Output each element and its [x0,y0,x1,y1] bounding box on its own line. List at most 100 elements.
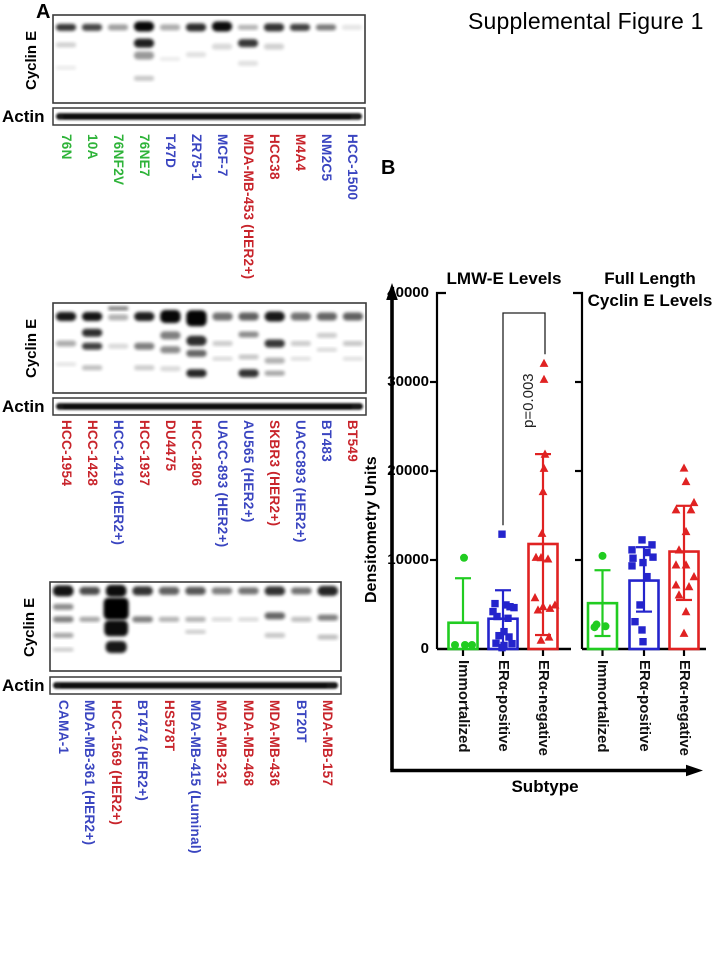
scatter-point [679,628,689,637]
scatter-point [537,528,547,537]
blot-band [315,24,337,31]
scatter-point [544,632,554,641]
axis-arrows [386,283,703,777]
scatter-point [508,639,516,648]
blot-band [264,357,285,364]
lane-label: BT474 (HER2+) [135,700,151,802]
blot-band [52,647,74,652]
scatter-point [643,572,651,581]
blot-band [159,24,181,31]
lane-label: HCC-1806 [188,420,204,487]
significance-bracket [502,312,546,526]
scatter-point [689,572,699,581]
blot-band [81,342,103,350]
scatter-point [495,631,503,640]
category-label: Immortalized [454,660,472,753]
axis-tick-label: 10000 [387,551,429,568]
blot-band [105,584,127,597]
lane-label: BT20T [293,700,309,743]
blot-band [133,75,155,81]
lane-label: HCC38 [266,134,282,180]
lane-label: MDA-MB-231 [214,700,230,787]
lane-label: MCF-7 [214,134,230,177]
category-label: ERα-positive [635,660,653,752]
scatter-point [674,545,684,554]
lane-label: HS578T [161,700,177,752]
lane-label: HCC-1569 (HER2+) [108,700,124,826]
blot-band [52,603,74,610]
blot-band [341,24,363,30]
blot-band [238,354,259,360]
lane-label: HCC-1954 [58,420,74,487]
blot-band [186,310,207,327]
blot-band [81,23,103,31]
scatter-point [461,640,469,649]
scatter-point [590,623,599,632]
blot-band [212,356,233,361]
blot-band [212,312,233,321]
actin-label-blot1: Actin [2,107,45,126]
scatter-point [689,497,699,507]
scatter-point [491,599,499,608]
blot-band [211,617,233,622]
scatter-point [628,546,636,554]
subplot-title: Full Length [604,269,696,288]
scatter-point [674,590,684,599]
cyclin-e-label-blot1: Cyclin E [23,30,40,90]
x-axis-title: Subtype [511,777,579,796]
scatter-point [504,614,512,622]
scatter-point [601,622,610,631]
scatter-point [493,612,501,621]
blot-band [185,52,207,58]
blot-band [134,312,155,321]
scatter-point [639,558,647,567]
blot-band [55,312,77,321]
actin-strip-3 [49,676,342,695]
blot-band [264,370,285,376]
lane-label: DU4475 [162,420,178,472]
blot-band [133,51,155,60]
cyclin-e-label-blot2: Cyclin E [23,318,40,378]
p-value-label: p=0.003 [520,373,537,428]
actin-strip-1 [52,107,366,126]
scatter-point [684,582,694,591]
blot-band [81,328,103,337]
scatter-point [539,358,549,367]
lane-label: ZR75-1 [188,134,204,181]
blot-band [52,585,74,597]
scatter-point [643,548,651,557]
scatter-point [681,560,691,569]
blot-band [133,38,155,48]
scatter-point [540,449,550,458]
scatter-point [498,530,506,538]
blot-band [290,341,311,346]
scatter-point [638,626,646,634]
blot-band [263,43,285,50]
lane-label: HCC-1937 [136,420,152,487]
blot-band [211,21,233,32]
blot-band [237,24,259,30]
y-axis-title: Densitometry Units [363,456,380,603]
category-label: ERα-positive [494,660,512,752]
blot-band [81,365,103,371]
blot-band [264,311,285,322]
blot-band [160,331,181,340]
scatter-point [533,605,543,614]
blot-band [185,629,206,634]
blot-band [81,312,103,321]
lane-label: NM2C5 [318,134,334,182]
blot-band [105,640,127,653]
category-label: ERα-negative [675,660,693,756]
scatter-point [539,463,549,472]
blot-band [238,369,259,378]
western-blot-2 [52,302,367,394]
scatter-point [536,552,546,562]
blot-band [55,23,77,31]
category-label: ERα-negative [534,660,552,756]
blot-band [134,365,155,371]
blot-band [317,614,339,621]
subplot-title: LMW-E Levels [446,269,562,288]
blot-band [238,312,259,321]
scatter-point [536,635,546,644]
